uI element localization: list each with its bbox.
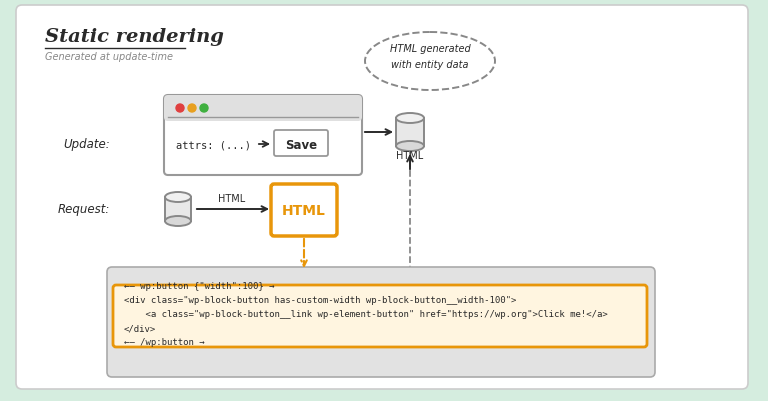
Ellipse shape bbox=[396, 142, 424, 152]
Bar bbox=[165, 198, 191, 221]
Text: Request:: Request: bbox=[58, 203, 110, 216]
FancyBboxPatch shape bbox=[271, 184, 337, 237]
Ellipse shape bbox=[165, 192, 191, 203]
Text: HTML: HTML bbox=[218, 194, 246, 203]
Text: HTML: HTML bbox=[396, 151, 424, 160]
FancyBboxPatch shape bbox=[164, 96, 362, 176]
Text: </div>: </div> bbox=[124, 324, 156, 333]
Text: ←— wp:button {"width":100} →: ←— wp:button {"width":100} → bbox=[124, 282, 274, 291]
Ellipse shape bbox=[365, 33, 495, 91]
FancyBboxPatch shape bbox=[107, 267, 655, 377]
Text: ←— /wp:button →: ←— /wp:button → bbox=[124, 338, 204, 346]
Text: attrs: (...): attrs: (...) bbox=[176, 141, 251, 151]
Circle shape bbox=[176, 105, 184, 113]
Text: Static rendering: Static rendering bbox=[45, 28, 224, 46]
Text: <div class="wp-block-button has-custom-width wp-block-button__width-100">: <div class="wp-block-button has-custom-w… bbox=[124, 296, 516, 305]
FancyBboxPatch shape bbox=[274, 131, 328, 157]
Circle shape bbox=[188, 105, 196, 113]
Circle shape bbox=[200, 105, 208, 113]
FancyBboxPatch shape bbox=[16, 6, 748, 389]
Text: Generated at update-time: Generated at update-time bbox=[45, 52, 173, 62]
Text: Update:: Update: bbox=[63, 138, 110, 151]
FancyBboxPatch shape bbox=[164, 96, 362, 122]
FancyBboxPatch shape bbox=[113, 285, 647, 347]
Text: HTML generated
with entity data: HTML generated with entity data bbox=[389, 44, 470, 70]
Ellipse shape bbox=[396, 114, 424, 124]
Ellipse shape bbox=[165, 217, 191, 227]
Bar bbox=[396, 119, 424, 147]
Text: Save: Save bbox=[285, 139, 317, 152]
Text: HTML: HTML bbox=[282, 203, 326, 217]
Bar bbox=[168, 114, 358, 122]
Text: <a class="wp-block-button__link wp-element-button" href="https://wp.org">Click m: <a class="wp-block-button__link wp-eleme… bbox=[124, 310, 607, 319]
